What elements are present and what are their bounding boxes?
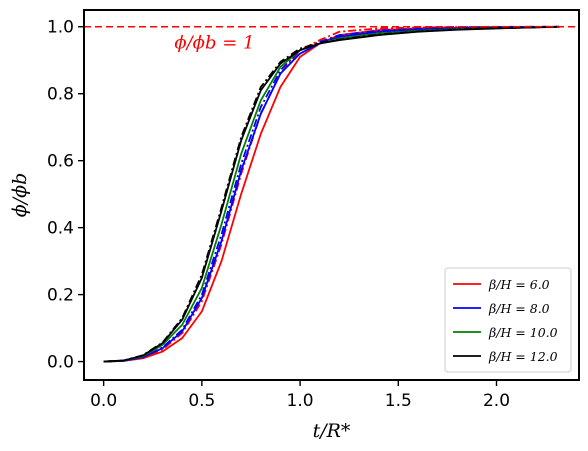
legend-label: β/H = 12.0 [488, 349, 558, 364]
reference-line-annotation: ϕ/ϕb = 1 [174, 33, 254, 54]
series-line-6 [103, 25, 560, 363]
x-tick-label: 0.5 [188, 391, 215, 411]
legend-box [444, 267, 572, 373]
legend: β/H = 6.0 β/H = 8.0 β/H = 10.0 β/H = 12.0 [444, 267, 572, 373]
x-tick-label: 1.5 [385, 391, 412, 411]
legend-label: β/H = 6.0 [488, 277, 550, 292]
y-tick-label: 0.6 [47, 152, 74, 172]
series-line-5 [103, 25, 560, 363]
y-tick-label: 0.0 [47, 353, 74, 373]
plot-frame [83, 9, 580, 381]
x-axis: 0.0 0.5 1.0 1.5 2.0 [90, 380, 510, 411]
y-tick-label: 0.8 [47, 85, 74, 105]
x-axis-label: t/R* [313, 420, 351, 442]
y-tick-label: 1.0 [47, 18, 74, 38]
x-tick-label: 1.0 [287, 391, 314, 411]
x-tick-label: 2.0 [483, 391, 510, 411]
legend-label: β/H = 8.0 [488, 301, 550, 316]
plot-area [103, 25, 560, 363]
y-axis: 0.0 0.2 0.4 0.6 0.8 1.0 [47, 18, 84, 373]
legend-label: β/H = 10.0 [488, 325, 558, 340]
x-tick-label: 0.0 [90, 391, 117, 411]
series-line-1 [103, 25, 560, 363]
y-axis-label: ϕ/ϕb [9, 173, 31, 217]
y-tick-label: 0.2 [47, 286, 74, 306]
y-tick-label: 0.4 [47, 219, 74, 239]
